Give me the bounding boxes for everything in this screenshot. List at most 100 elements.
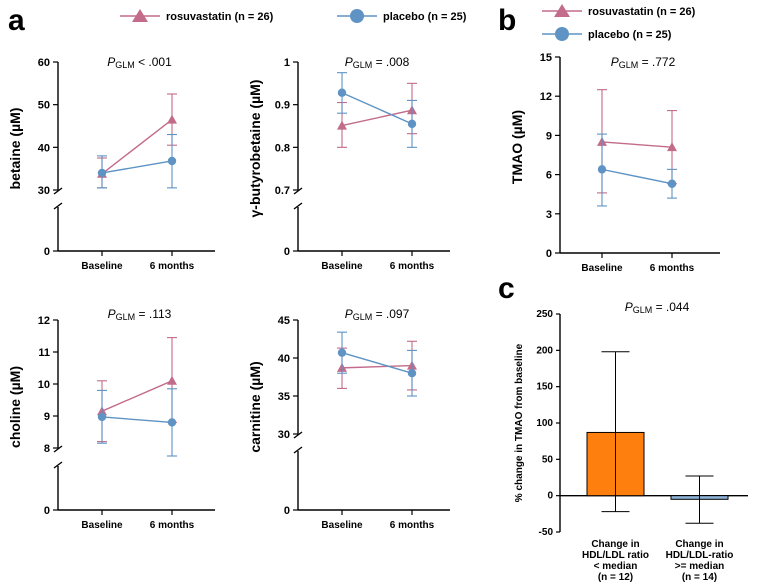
series-placebo xyxy=(337,72,417,148)
chart-tmao: 0 3 6 9 12 15 Baseline 6 months TMAO (µM) PGLM = … xyxy=(509,52,720,274)
data-point-placebo xyxy=(407,369,417,378)
y-tick-label: 0.9 xyxy=(275,100,290,112)
panel-label-a: a xyxy=(8,4,25,37)
x-category-label: HDL/LDL-ratio xyxy=(666,550,734,561)
x-tick-label: 6 months xyxy=(150,520,195,531)
y-tick-label: 9 xyxy=(44,411,50,423)
x-category-label: >= median xyxy=(675,561,724,572)
legend-a-rosuvastatin: rosuvastatin (n = 26) xyxy=(166,11,274,23)
chart-tmao-change: -50 0 50 100 150 200 250 % change in TMAO from … xyxy=(514,300,748,583)
x-tick-label: Baseline xyxy=(321,520,363,531)
legend-b-rosuvastatin: rosuvastatin (n = 26) xyxy=(588,6,696,18)
panel-label-b: b xyxy=(498,4,516,37)
y-tick-label: 0 xyxy=(547,491,553,502)
data-point-placebo xyxy=(167,418,177,427)
y-tick-label: 15 xyxy=(540,52,552,64)
p-value: PGLM = .044 xyxy=(625,300,690,315)
x-tick-label: 6 months xyxy=(650,263,695,274)
data-point-rosuvastatin xyxy=(667,142,677,152)
data-point-placebo xyxy=(337,348,347,357)
rosuvastatin-triangle-icon xyxy=(554,4,570,17)
y-tick-label: 12 xyxy=(38,315,50,327)
axis-break-mark xyxy=(293,187,303,195)
y-tick-label: 0 xyxy=(284,246,290,258)
series-rosuvastatin xyxy=(337,340,417,391)
y-tick-label: 12 xyxy=(540,91,552,103)
p-value: PGLM = .008 xyxy=(345,55,410,70)
y-tick-label: 35 xyxy=(278,391,290,403)
x-tick-label: Baseline xyxy=(321,261,363,272)
chart-carnitine: 0 30 35 40 45 Baseline 6 months carnitine (µM) P… xyxy=(247,307,450,531)
series-line-placebo xyxy=(341,92,413,125)
legend-b: rosuvastatin (n = 26) placebo (n = 25) xyxy=(542,4,696,41)
data-point-placebo xyxy=(97,412,107,422)
axis-break-mark xyxy=(53,461,63,469)
x-tick-label: Baseline xyxy=(81,261,123,272)
y-axis-label: carnitine (µM) xyxy=(247,361,263,452)
legend-b-placebo: placebo (n = 25) xyxy=(588,29,672,41)
series-placebo xyxy=(97,133,177,189)
axis-break-mark xyxy=(293,446,303,454)
y-axis-label: betaine (µM) xyxy=(7,108,23,190)
y-tick-label: 100 xyxy=(536,418,553,429)
y-tick-label: 250 xyxy=(536,309,553,320)
y-tick-label: 11 xyxy=(38,347,50,359)
series-line-placebo xyxy=(341,352,413,374)
y-tick-label: 50 xyxy=(38,100,50,112)
series-line-placebo xyxy=(101,160,173,174)
x-tick-label: 6 months xyxy=(390,520,435,531)
series-line-placebo xyxy=(101,416,173,424)
placebo-circle-icon xyxy=(555,27,569,41)
data-point-placebo xyxy=(407,119,417,129)
series-placebo xyxy=(337,331,417,397)
data-point-placebo xyxy=(97,168,107,178)
y-tick-label: 8 xyxy=(44,443,50,455)
axis-break-mark xyxy=(53,202,63,210)
y-tick-label: 0.8 xyxy=(275,142,290,154)
y-tick-label: 0 xyxy=(546,248,552,260)
x-category-label: < median xyxy=(594,561,638,572)
y-tick-label: 45 xyxy=(278,315,290,327)
y-tick-label: 60 xyxy=(38,57,50,69)
x-tick-label: Baseline xyxy=(581,263,623,274)
series-line-rosuvastatin xyxy=(101,380,173,412)
series-line-placebo xyxy=(601,168,673,185)
y-tick-label: 3 xyxy=(546,209,552,221)
y-tick-label: 150 xyxy=(536,382,553,393)
data-point-placebo xyxy=(337,88,347,97)
data-point-placebo xyxy=(597,165,607,174)
y-tick-label: 1 xyxy=(284,57,290,69)
y-axis-label: % change in TMAO from baseline xyxy=(514,343,525,502)
data-point-rosuvastatin xyxy=(167,375,177,385)
legend-a: rosuvastatin (n = 26) placebo (n = 25) xyxy=(120,9,467,23)
y-axis-label: TMAO (µM) xyxy=(509,110,525,184)
axis-break-mark xyxy=(293,431,303,439)
series-placebo xyxy=(597,133,677,207)
p-value: PGLM = .772 xyxy=(611,55,676,70)
x-category-label: HDL/LDL ratio xyxy=(582,550,649,561)
y-tick-label: 30 xyxy=(38,185,50,197)
y-tick-label: 6 xyxy=(546,170,552,182)
axis-break-mark xyxy=(53,445,63,453)
p-value: PGLM = .113 xyxy=(108,307,172,322)
y-tick-label: 0 xyxy=(44,246,50,258)
chart-choline: 0 8 9 10 11 12 Baseline 6 months choline (µM) PGL… xyxy=(7,307,215,531)
y-tick-label: 0 xyxy=(44,505,50,517)
data-point-placebo xyxy=(167,156,177,166)
x-tick-label: 6 months xyxy=(150,261,195,272)
x-category-label: (n = 14) xyxy=(682,572,717,583)
series-rosuvastatin xyxy=(597,89,677,194)
data-point-rosuvastatin xyxy=(167,114,177,124)
x-tick-label: Baseline xyxy=(81,520,123,531)
series-rosuvastatin xyxy=(337,82,417,148)
data-point-rosuvastatin xyxy=(337,120,347,130)
y-tick-label: 9 xyxy=(546,130,552,142)
chart-gamma-butyrobetaine: 0 0.7 0.8 0.9 1 Baseline 6 months γ-butyrobetai… xyxy=(247,55,450,272)
y-axis-label: choline (µM) xyxy=(7,366,23,448)
panel-label-c: c xyxy=(498,272,515,305)
data-point-placebo xyxy=(667,179,677,188)
axis-break-mark xyxy=(293,202,303,210)
series-rosuvastatin xyxy=(97,93,177,189)
series-rosuvastatin xyxy=(97,337,177,443)
